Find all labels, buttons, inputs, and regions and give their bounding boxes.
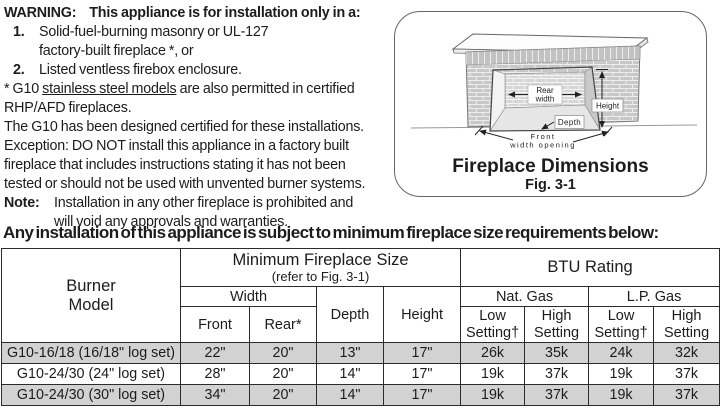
cell-front: 28": [180, 363, 250, 385]
cell-depth: 14": [316, 384, 384, 406]
table-row: G10-24/30 (24" log set) 28" 20" 14" 17" …: [1, 363, 721, 385]
list-item-1-text-cont: factory-built fireplace *, or: [39, 43, 194, 59]
requirements-headline: Any installation of this appliance is su…: [3, 223, 659, 242]
front-width-label-line2: width opening: [509, 141, 576, 150]
front-width-tick-right: [603, 126, 613, 137]
cell-height: 17": [382, 363, 462, 385]
footnote-line-1: * G10 stainless steel models are also pe…: [4, 81, 355, 97]
cell-lp-low: 19k: [588, 363, 655, 385]
cell-lp-low: 19k: [588, 384, 655, 406]
footnote-underlined-text: stainless steel models: [42, 81, 177, 97]
cell-model: G10-24/30 (30" log set): [1, 384, 181, 406]
header-burner-model: Burner Model: [1, 248, 181, 343]
footnote-line-2: RHP/AFD fireplaces.: [4, 100, 132, 116]
cell-nat-high: 37k: [524, 363, 590, 385]
paragraph-g10: The G10 has been designed certified for …: [4, 119, 364, 135]
front-width-arrow-left: [479, 129, 514, 141]
cell-nat-low: 26k: [460, 342, 526, 364]
header-btu-rating: BTU Rating: [460, 248, 721, 287]
header-nat-high-setting: High Setting: [524, 306, 590, 343]
cell-model: G10-24/30 (24" log set): [1, 363, 181, 385]
table-row: G10-16/18 (16/18" log set) 22" 20" 13" 1…: [1, 342, 721, 364]
header-width: Width: [180, 286, 317, 307]
cell-lp-low: 24k: [588, 342, 655, 364]
list-item-1: 1. Solid-fuel-burning masonry or UL-127: [4, 23, 396, 42]
rear-width-label-line1: Rear: [536, 86, 554, 95]
depth-label: Depth: [558, 118, 581, 127]
cell-height: 17": [382, 384, 462, 406]
depth-label-box: [554, 115, 585, 129]
header-lp-low-setting: Low Setting†: [588, 306, 655, 343]
depth-arrow: [541, 121, 555, 130]
paragraph-exception-line-2: fireplace that includes instructions sta…: [4, 157, 346, 173]
cell-depth: 13": [316, 342, 384, 364]
note-line-2: will void any approvals and warranties.: [54, 214, 288, 230]
list-item-1-number: 1.: [13, 24, 25, 40]
list-item-2-text: Listed ventless firebox enclosure.: [39, 62, 242, 78]
cell-rear: 20": [249, 342, 317, 364]
header-lp-gas: L.P. Gas: [588, 286, 721, 307]
front-width-tick-left: [474, 125, 484, 136]
cell-nat-low: 19k: [460, 384, 526, 406]
warning-block: WARNING: This appliance is for installati…: [4, 4, 396, 232]
header-depth: Depth: [316, 286, 384, 343]
cell-nat-high: 37k: [524, 384, 590, 406]
warning-label: WARNING:: [4, 5, 77, 21]
cell-nat-low: 19k: [460, 363, 526, 385]
warning-heading-text: This appliance is for installation only …: [89, 5, 361, 21]
list-item-2: 2. Listed ventless firebox enclosure.: [4, 61, 396, 80]
cell-model: G10-16/18 (16/18" log set): [1, 342, 181, 364]
header-rear: Rear*: [249, 306, 317, 343]
front-width-label-line1: Front: [530, 132, 555, 141]
note-line-1: Note: Installation in any other fireplace…: [4, 194, 396, 213]
cell-lp-high: 37k: [653, 363, 721, 385]
note-label: Note:: [4, 195, 40, 211]
table-row: G10-24/30 (30" log set) 34" 20" 14" 17" …: [1, 384, 721, 406]
soldier-course: [465, 45, 641, 66]
opening-outline: [489, 66, 601, 132]
header-min-fireplace-size: Minimum Fireplace Size (refer to Fig. 3-…: [179, 248, 462, 287]
cell-depth: 14": [316, 363, 384, 385]
front-width-arrow-right: [572, 130, 609, 143]
figure-caption: Fireplace Dimensions: [452, 156, 649, 177]
header-nat-gas: Nat. Gas: [460, 286, 590, 307]
header-nat-low-setting: Low Setting†: [460, 306, 526, 343]
cell-rear: 20": [249, 384, 317, 406]
height-label: Height: [596, 102, 620, 111]
figure-number: Fig. 3-1: [525, 177, 576, 193]
paragraph-exception-line-3: tested or should not be used with unvent…: [4, 176, 366, 192]
rear-width-label-line2: width: [535, 95, 555, 104]
header-lp-high-setting: High Setting: [653, 306, 721, 343]
cell-lp-high: 37k: [653, 384, 721, 406]
height-label-box: [591, 98, 624, 113]
cell-rear: 20": [249, 363, 317, 385]
note-text: Installation in any other fireplace is p…: [54, 195, 354, 211]
figure-box: Rear width Height Depth Front width open…: [394, 11, 707, 197]
cell-nat-high: 35k: [524, 342, 590, 364]
cell-front: 34": [180, 384, 250, 406]
spec-table: Burner Model Minimum Fireplace Size (ref…: [1, 248, 721, 406]
paragraph-exception-line-1: Exception: DO NOT install this appliance…: [4, 138, 349, 154]
warning-heading: WARNING: This appliance is for installati…: [4, 4, 396, 23]
header-height: Height: [382, 286, 462, 343]
fireplace-illustration: Rear width Height Depth Front width open…: [410, 33, 698, 150]
cell-height: 17": [382, 342, 462, 364]
cell-front: 22": [180, 342, 250, 364]
rear-width-label-box: [527, 84, 563, 105]
list-item-2-number: 2.: [13, 62, 25, 78]
list-item-1-text: Solid-fuel-burning masonry or UL-127: [39, 24, 269, 40]
cell-lp-high: 32k: [653, 342, 721, 364]
header-front: Front: [180, 306, 250, 343]
